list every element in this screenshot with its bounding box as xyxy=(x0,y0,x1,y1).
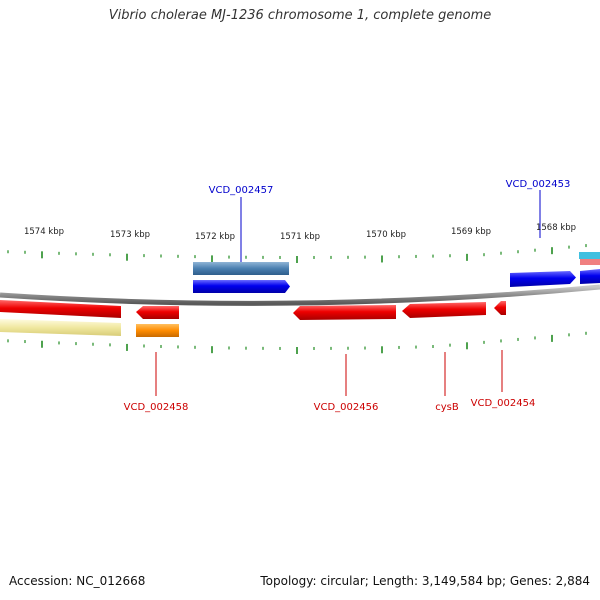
gene-label-cysb[interactable]: cysB xyxy=(435,402,459,413)
scale-label: 1570 kbp xyxy=(366,230,406,240)
gene-label-vcd-002458[interactable]: VCD_002458 xyxy=(124,402,189,413)
cds-feature-vcd-002458[interactable] xyxy=(136,306,179,319)
scale-label: 1571 kbp xyxy=(280,232,320,242)
gene-label-vcd-002457[interactable]: VCD_002457 xyxy=(209,185,274,196)
scale-label: 1574 kbp xyxy=(24,227,64,237)
lower-tick-ring xyxy=(7,331,587,354)
cds-feature-vcd-002454[interactable] xyxy=(494,301,506,315)
rna-feature-edge-left[interactable] xyxy=(0,319,121,336)
scale-label: 1572 kbp xyxy=(195,232,235,242)
chromosome-backbone xyxy=(0,284,600,306)
rna-feature-vcd-002457[interactable] xyxy=(193,262,289,275)
cds-feature-vcd-002456[interactable] xyxy=(293,305,396,320)
upper-tick-ring xyxy=(7,244,587,263)
forward-strand-features xyxy=(193,252,600,293)
gene-label-vcd-002456[interactable]: VCD_002456 xyxy=(314,402,379,413)
aux-feature-edge-pink[interactable] xyxy=(580,259,600,265)
misc-feature-vcd-002458[interactable] xyxy=(136,324,179,337)
reverse-strand-features xyxy=(0,300,506,337)
map-title: Vibrio cholerae MJ-1236 chromosome 1, co… xyxy=(108,8,492,23)
gene-leader-lines xyxy=(155,190,541,396)
gene-labels: VCD_002457 VCD_002453 VCD_002458 VCD_002… xyxy=(124,179,571,413)
accession-text: Accession: NC_012668 xyxy=(9,574,146,588)
genome-summary-text: Topology: circular; Length: 3,149,584 bp… xyxy=(260,574,590,588)
aux-feature-edge-cyan[interactable] xyxy=(579,252,600,259)
scale-labels: 1574 kbp 1573 kbp 1572 kbp 1571 kbp 1570… xyxy=(24,223,576,242)
scale-label: 1569 kbp xyxy=(451,227,491,237)
cds-feature-vcd-002453[interactable] xyxy=(510,271,576,287)
cds-feature-edge-right[interactable] xyxy=(580,269,600,284)
scale-label: 1568 kbp xyxy=(536,223,576,233)
gene-label-vcd-002453[interactable]: VCD_002453 xyxy=(506,179,571,190)
cds-feature-edge-left[interactable] xyxy=(0,300,121,318)
scale-label: 1573 kbp xyxy=(110,230,150,240)
cds-feature-vcd-002457[interactable] xyxy=(193,280,290,293)
gene-label-vcd-002454[interactable]: VCD_002454 xyxy=(471,398,536,409)
cds-feature-cysb[interactable] xyxy=(402,302,486,318)
